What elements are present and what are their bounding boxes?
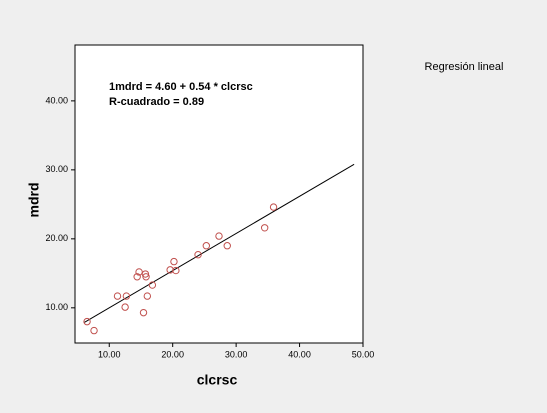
x-tick-label: 40.00 [288,349,311,359]
x-axis-label: clcrsc [197,372,238,388]
y-tick-label: 10.00 [45,302,68,312]
point [133,273,141,281]
point [202,242,211,250]
point [143,292,152,300]
point [269,203,278,211]
legend-label: Regresión lineal [425,61,504,73]
point [223,242,231,250]
plot-area [74,44,364,344]
point [113,292,122,300]
equation: 1mdrd = 4.60 + 0.54 * clcrsc [109,81,253,93]
point [90,326,98,335]
point [83,317,91,326]
y-axis-label: mdrd [26,183,42,218]
x-tick-label: 30.00 [225,349,248,359]
point [170,257,178,266]
point [215,232,223,240]
r-squared: R-cuadrado = 0.89 [109,96,204,108]
point [139,308,148,317]
point [142,273,150,281]
point [135,268,143,276]
point [141,270,150,278]
y-tick-label: 30.00 [45,164,68,174]
y-tick-label: 40.00 [45,95,68,105]
point [194,251,202,259]
point [260,224,269,232]
x-tick-label: 50.00 [352,349,375,359]
point [148,281,157,289]
point [121,303,129,311]
x-tick-label: 20.00 [161,349,184,359]
point [166,266,174,274]
point [122,292,131,300]
point [172,266,180,275]
y-tick-label: 20.00 [45,233,68,243]
x-tick-label: 10.00 [98,349,121,359]
